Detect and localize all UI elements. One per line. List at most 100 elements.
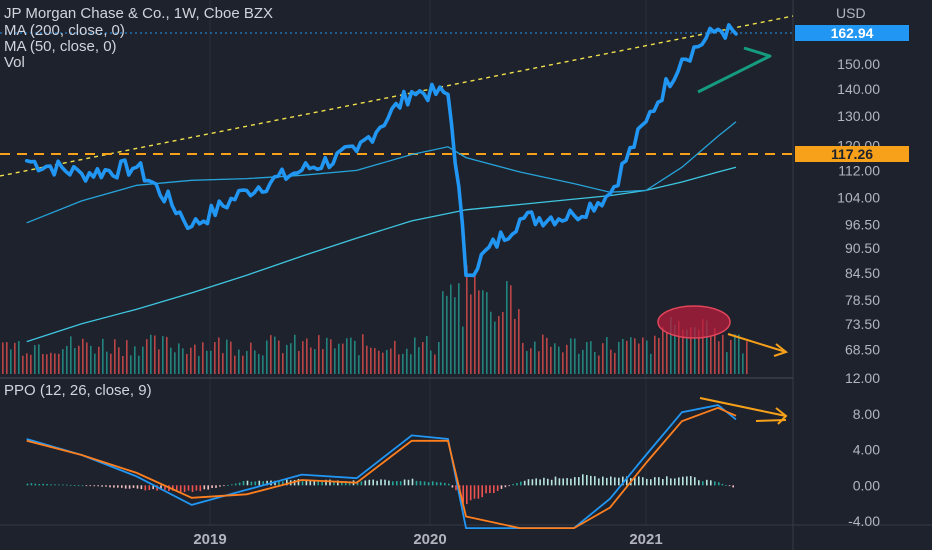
volume-bar [406,348,408,374]
volume-bar [562,352,564,374]
ppo-hist-bar [634,476,636,486]
ppo-hist-bar [62,484,64,486]
volume-bar [610,349,612,374]
volume-bar [174,352,176,374]
volume-bar [578,353,580,374]
volume-bar [718,341,720,374]
ppo-hist-bar [718,482,720,486]
legend-ppo[interactable]: PPO (12, 26, close, 9) [4,382,152,399]
ppo-hist-bar [325,479,327,486]
volume-bar [50,352,52,374]
currency-label[interactable]: USD [836,5,866,21]
volume-bar [490,311,492,374]
volume-bar [666,332,668,374]
volume-bar [370,347,372,374]
ppo-hist-bar [419,481,422,486]
ppo-hist-bar [179,485,182,494]
ppo-hist-bar [698,480,700,486]
ppo-hist-bar [594,476,596,486]
volume-bar [230,341,232,374]
volume-bar [330,339,332,374]
volume-bar [386,349,388,374]
ppo-hist-bar [586,475,588,486]
volume-bar [482,290,484,374]
volume-bar [138,355,140,374]
ppo-hist-bar [144,485,147,491]
time-label: 2021 [629,531,662,548]
volume-bar [698,329,700,374]
volume-bar [378,350,380,374]
volume-bar [598,355,600,374]
volume-bar [422,342,424,374]
ppo-hist-bar [199,485,202,492]
ppo-hist-bar [550,479,553,486]
volume-bar [274,336,276,374]
volume-bar [126,340,128,374]
volume-bar [686,329,688,374]
volume-bar [630,337,632,374]
ppo-hist-bar [451,485,454,488]
ppo-hist-bar [728,485,731,487]
ppo-tick-label: -4.00 [848,513,880,529]
legend-ma200[interactable]: MA (200, close, 0) [4,22,125,39]
time-label: 2020 [413,531,446,548]
ppo-hist-bar [341,481,343,486]
volume-bar [246,351,248,374]
ppo-hist-bar [516,483,518,486]
ppo-hist-bar [702,481,704,486]
ppo-hist-bar [496,485,499,491]
volume-bar [278,340,280,374]
volume-bar [522,343,524,374]
ppo-hist-bar [69,484,72,486]
ppo-hist-bar [234,483,237,486]
ppo-hist-bar [721,483,724,486]
volume-bar [442,291,444,374]
volume-bar [546,337,548,374]
volume-bar [674,324,676,374]
volume-bar [694,327,696,374]
ppo-hist-bar [274,480,276,486]
volume-bar [662,327,664,374]
ppo-hist-bar [321,481,323,486]
volume-bar [294,334,296,374]
ppo-hist-bar [469,485,472,501]
volume-bar [574,338,576,374]
ppo-hist-bar [415,480,418,486]
price-tick-label: 140.00 [837,81,880,97]
volume-bar [734,334,736,374]
ppo-hist-bar [42,483,44,486]
volume-bar [414,337,416,374]
legend-ma50[interactable]: MA (50, close, 0) [4,38,117,55]
legend-vol[interactable]: Vol [4,54,25,71]
volume-bar [26,353,28,374]
ppo-hist-bar [686,476,688,486]
ppo-hist-bar [682,476,684,486]
resistance-trendline[interactable] [0,15,794,177]
price-tick-label: 73.50 [845,316,880,332]
volume-bar [270,335,272,374]
volume-down-arrow-head [773,343,789,357]
ppo-hist-bar [566,478,568,486]
ppo-hist-bar [396,481,398,486]
price-tick-label: 78.50 [845,292,880,308]
volume-bar [570,338,572,374]
volume-bar [258,354,260,374]
volume-bar [226,339,228,374]
ppo-hist-bar [606,477,608,486]
volume-bar [714,328,716,374]
ppo-hist-bar [678,477,680,486]
ppo-hist-bar [207,485,209,490]
volume-bar [262,355,264,374]
volume-bar [54,353,56,374]
volume-bar [106,351,108,374]
volume-bar [594,351,596,374]
ppo-hist-bar [85,485,88,487]
volume-bar [466,265,468,374]
ppo-hist-bar [97,485,99,487]
last-price-tag: 162.94 [831,25,874,41]
ppo-hist-bar [666,476,668,486]
volume-bar [42,354,44,374]
volume-bar [154,335,156,374]
